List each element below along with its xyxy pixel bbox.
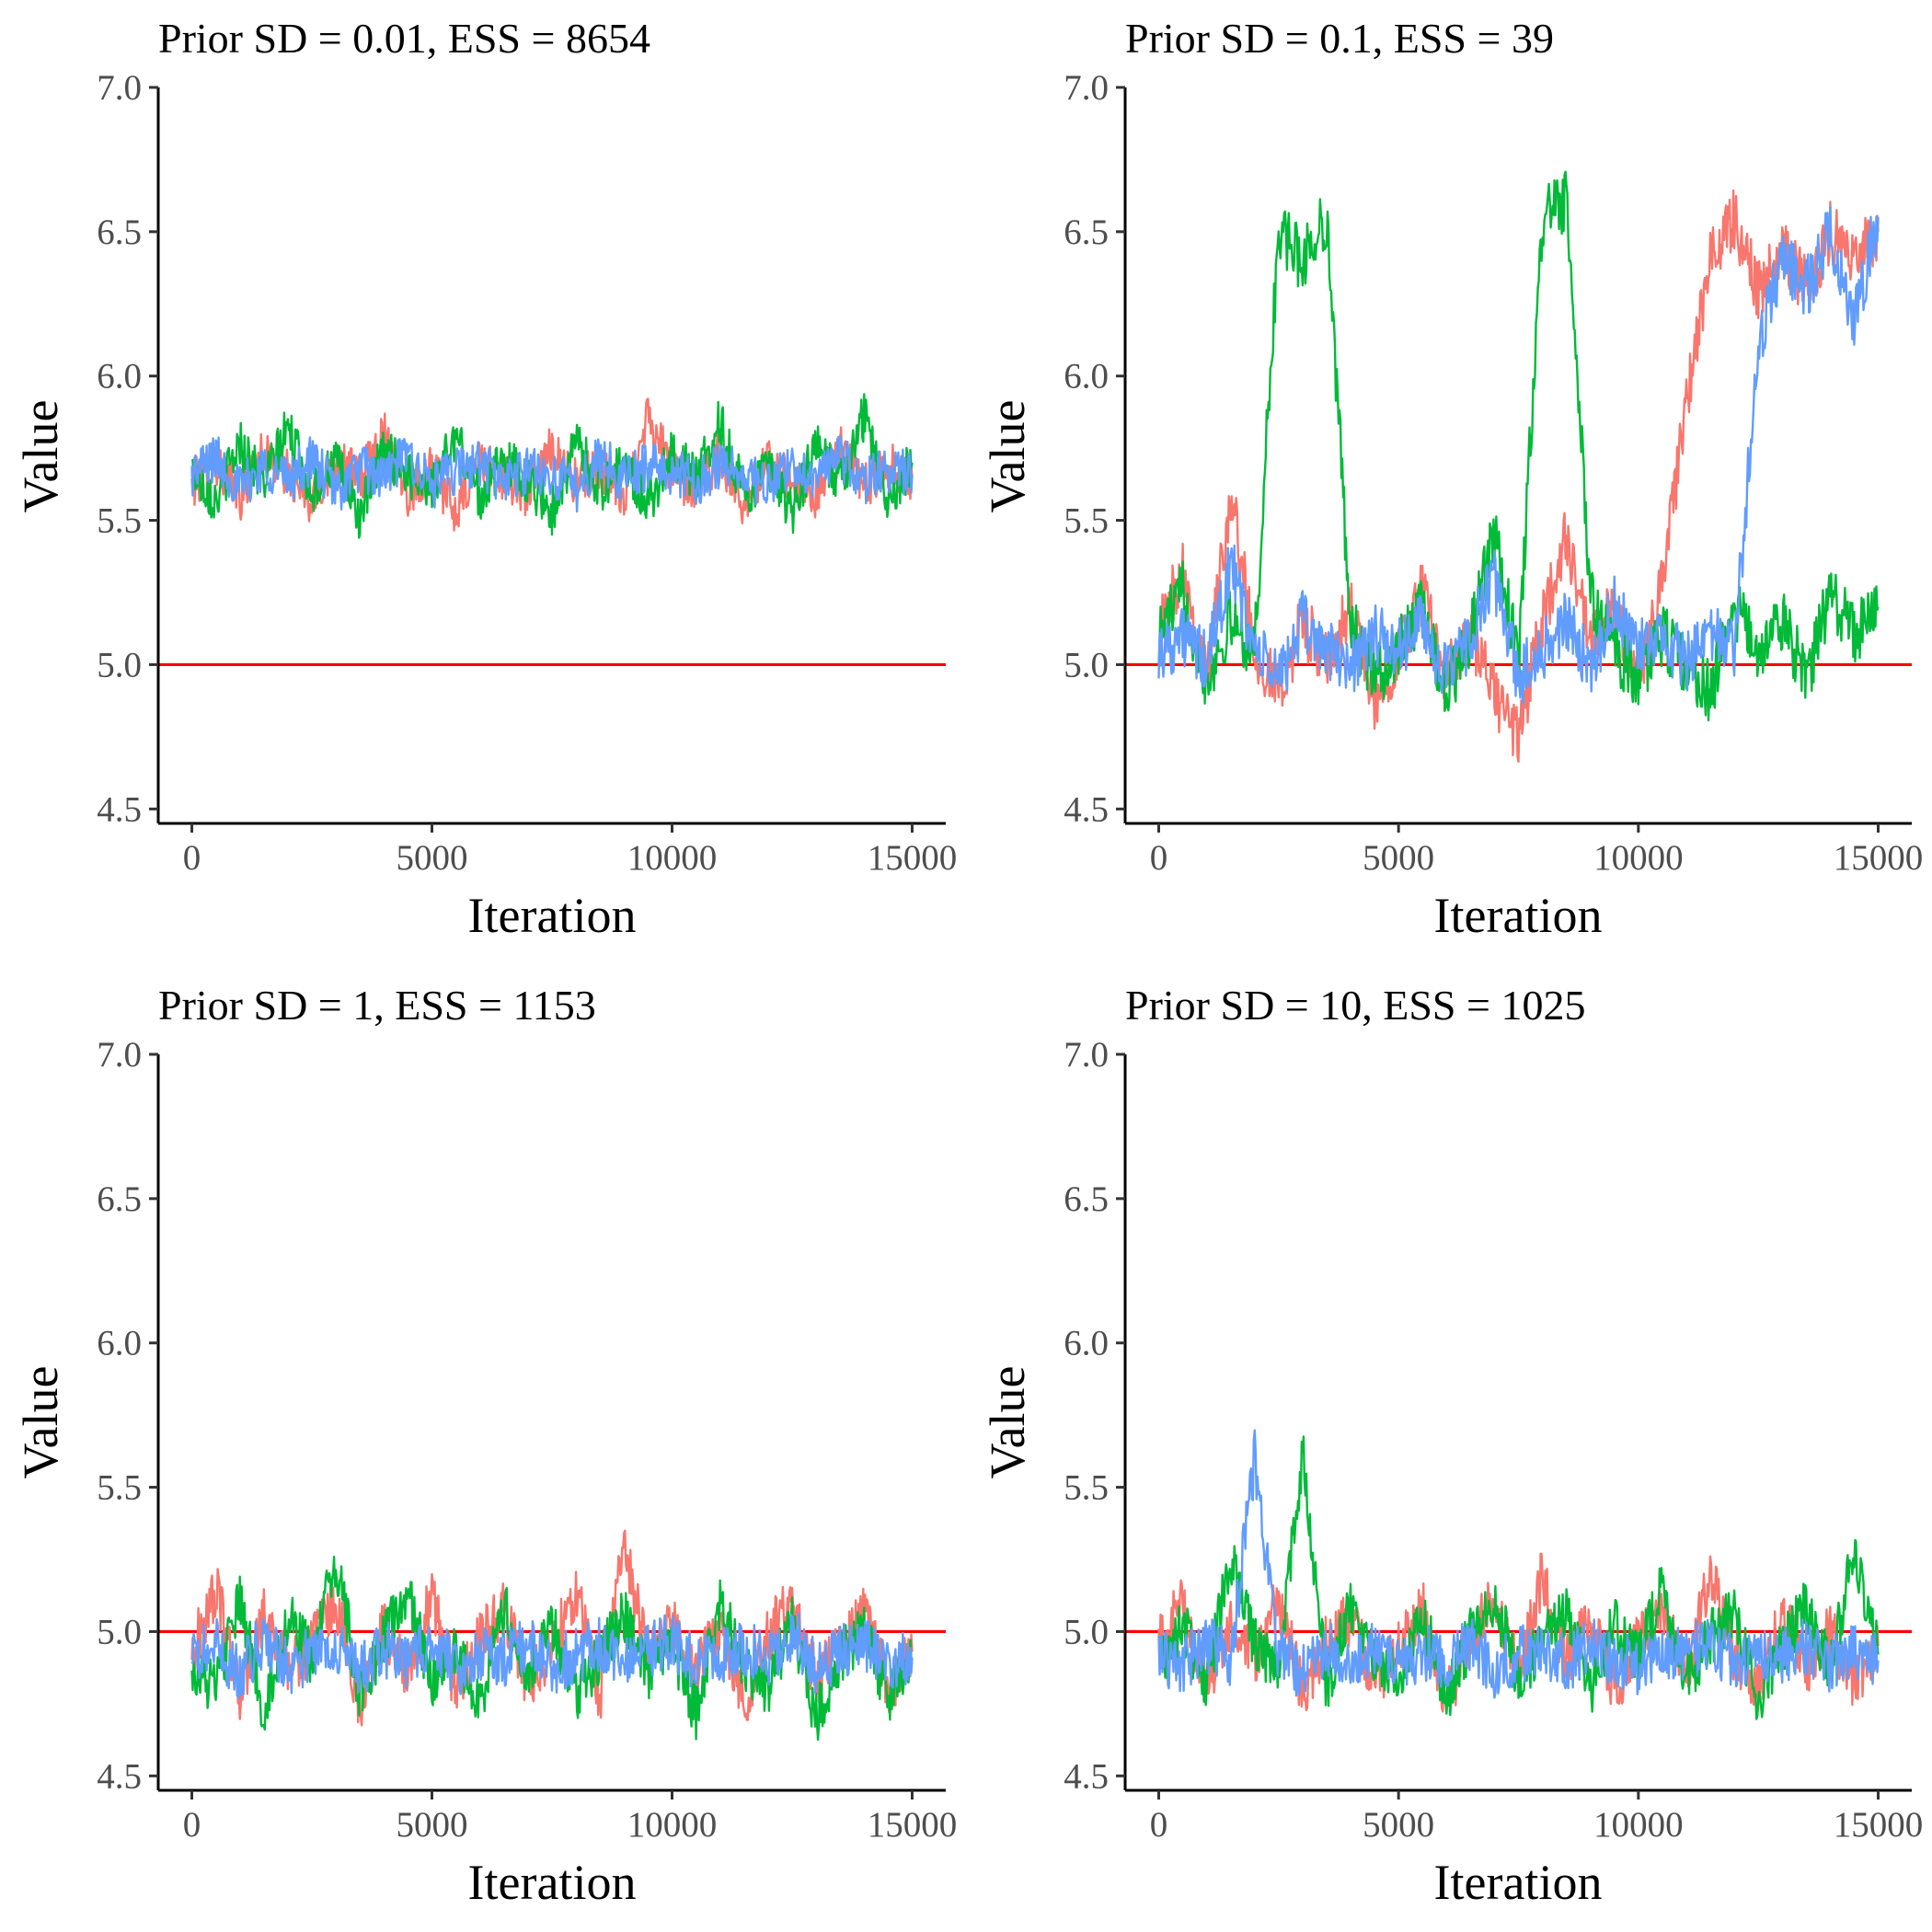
series-line-chain-1 [1157,189,1880,764]
panel-title: Prior SD = 1, ESS = 1153 [158,982,596,1029]
y-axis-title: Value [13,1366,68,1479]
y-tick-label: 6.5 [97,1179,142,1219]
y-axis-title: Value [980,1366,1035,1479]
x-tick-label: 10000 [627,838,718,878]
x-tick-label: 15000 [868,1805,958,1845]
y-tick-label: 7.0 [97,1035,142,1075]
y-tick-label: 5.0 [97,645,142,684]
panel-title: Prior SD = 10, ESS = 1025 [1125,982,1585,1029]
x-axis-title: Iteration [1434,888,1603,943]
x-tick-label: 0 [1150,1805,1168,1845]
y-tick-label: 4.5 [97,789,142,829]
y-tick-label: 7.0 [1064,68,1109,108]
y-tick-label: 5.5 [1064,1468,1109,1508]
panel-3: Prior SD = 1, ESS = 1153 Value Iteration… [13,982,957,1910]
y-tick-label: 6.0 [1064,357,1109,397]
x-tick-label: 5000 [1363,1805,1434,1845]
panel-4: Prior SD = 10, ESS = 1025 Value Iteratio… [980,982,1923,1910]
panel-1: Prior SD = 0.01, ESS = 8654 Value Iterat… [13,15,957,943]
series-line-chain-1 [190,397,914,532]
x-tick-label: 0 [183,838,201,878]
y-tick-label: 7.0 [97,68,142,108]
y-tick-label: 6.0 [97,357,142,397]
y-axis-title: Value [13,400,68,513]
x-tick-label: 15000 [1834,838,1924,878]
y-tick-label: 5.5 [97,1468,142,1508]
x-tick-label: 15000 [1834,1805,1924,1845]
x-tick-label: 10000 [1593,1805,1684,1845]
y-tick-label: 5.5 [97,501,142,541]
y-tick-label: 5.0 [97,1612,142,1651]
series-layer [1157,1429,1880,1720]
series-line-chain-2 [190,393,914,539]
x-axis-title: Iteration [1434,1855,1603,1910]
series-line-chain-3 [190,434,914,513]
x-tick-label: 0 [1150,838,1168,878]
x-tick-label: 5000 [1363,838,1434,878]
series-line-chain-3 [1157,1429,1880,1699]
x-tick-label: 5000 [397,838,468,878]
axes-layer: 4.5 5.0 5.5 6.0 6.5 7.0 0 5000 10000 15000 [1064,1035,1923,1845]
panel-title: Prior SD = 0.01, ESS = 8654 [158,15,650,62]
x-tick-label: 5000 [397,1805,468,1845]
y-tick-label: 6.0 [1064,1324,1109,1363]
x-tick-label: 0 [183,1805,201,1845]
y-tick-label: 6.5 [1064,1179,1109,1219]
series-layer [190,393,914,539]
panel-2: Prior SD = 0.1, ESS = 39 Value Iteration… [980,15,1923,943]
y-tick-label: 5.0 [1064,645,1109,684]
y-axis-title: Value [980,400,1035,513]
series-layer [1157,170,1880,764]
y-tick-label: 6.5 [97,213,142,252]
y-tick-label: 4.5 [1064,789,1109,829]
y-tick-label: 7.0 [1064,1035,1109,1075]
axes-layer: 4.5 5.0 5.5 6.0 6.5 7.0 0 5000 10000 15000 [97,68,957,878]
axes-layer: 4.5 5.0 5.5 6.0 6.5 7.0 0 5000 10000 15000 [97,1035,957,1845]
x-tick-label: 10000 [1593,838,1684,878]
y-tick-label: 4.5 [1064,1756,1109,1796]
y-tick-label: 6.0 [97,1324,142,1363]
x-tick-label: 10000 [627,1805,718,1845]
x-tick-label: 15000 [868,838,958,878]
panel-title: Prior SD = 0.1, ESS = 39 [1125,15,1554,62]
x-axis-title: Iteration [468,888,637,943]
axes-layer: 4.5 5.0 5.5 6.0 6.5 7.0 0 5000 10000 15000 [1064,68,1923,878]
y-tick-label: 5.5 [1064,501,1109,541]
y-tick-label: 6.5 [1064,213,1109,252]
series-line-chain-3 [1157,205,1880,706]
series-line-chain-3 [190,1612,914,1700]
series-line-chain-2 [190,1555,913,1742]
x-axis-title: Iteration [468,1855,637,1910]
series-layer [190,1529,914,1742]
y-tick-label: 5.0 [1064,1612,1109,1651]
y-tick-label: 4.5 [97,1756,142,1796]
